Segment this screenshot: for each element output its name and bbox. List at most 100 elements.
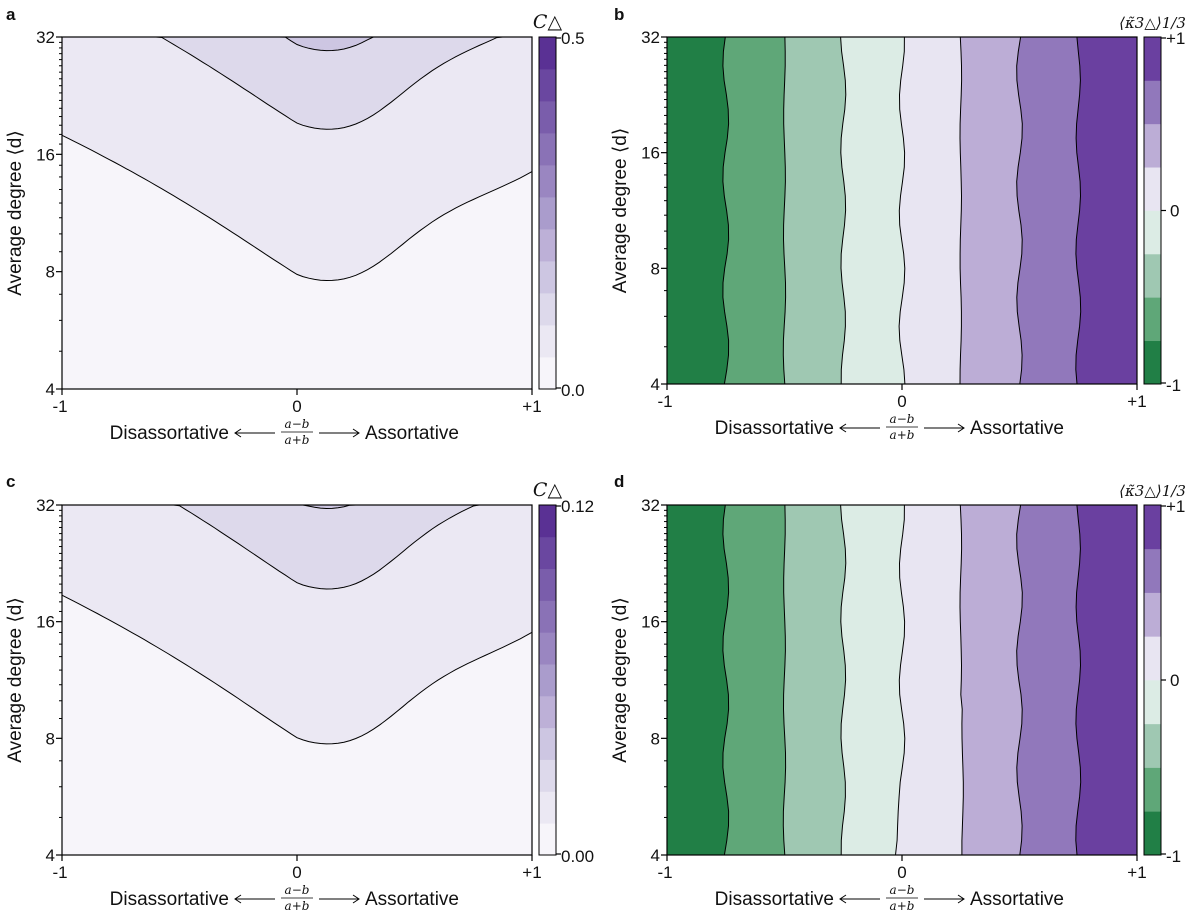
x-tick-label: 0: [897, 392, 906, 411]
arrow-head-left: [839, 894, 847, 904]
panel-d: -1 0 +1 4 8 16 32 Average degree ⟨d⟩ Disassortat…: [610, 472, 1186, 913]
x-axis-label-left: Disassortative: [110, 423, 229, 444]
band-fills: [667, 37, 1137, 384]
colorbar-min-label: 0.0: [561, 381, 585, 400]
band-level-6: [1016, 37, 1081, 384]
band-line-3: [898, 37, 906, 384]
y-tick-label: 4: [651, 846, 660, 865]
x-tick-label: -1: [657, 392, 672, 411]
colorbar-swatch: [1144, 680, 1161, 725]
colorbar-swatch: [539, 293, 556, 326]
y-tick-label: 4: [46, 846, 55, 865]
colorbar-swatch: [539, 727, 556, 760]
arrow-head-left: [839, 423, 847, 433]
y-tick-label: 16: [641, 144, 660, 163]
band-line-2: [840, 505, 847, 855]
contour-fills: [62, 505, 532, 855]
y-axis-label: Average degree ⟨d⟩: [610, 597, 631, 763]
x-tick-label: +1: [522, 397, 541, 416]
x-fraction-denominator: a+b: [890, 899, 915, 913]
contour-line-1: [62, 505, 532, 590]
band-line-2: [840, 37, 847, 384]
panel-letter: a: [6, 5, 16, 24]
colorbar-min-label: -1: [1166, 847, 1181, 866]
band-level-5: [960, 37, 1023, 384]
colorbar: +1 -1 0 ⟨κ̃3△⟩1/3: [1119, 14, 1186, 395]
band-line-4: [959, 37, 963, 384]
x-axis-label-right: Assortative: [970, 889, 1064, 910]
panel-c: -1 0 +1 4 8 16 32 Average degree ⟨d⟩ Disassortat…: [5, 472, 594, 913]
band-level-7: [1075, 37, 1137, 384]
band-line-0: [722, 505, 730, 855]
y-tick-label: 32: [36, 496, 55, 515]
arrow-head-left: [234, 894, 242, 904]
colorbar-swatch: [539, 69, 556, 102]
colorbar-swatch: [1144, 340, 1161, 385]
contour-line-2: [62, 37, 532, 52]
colorbar-swatch: [1144, 592, 1161, 637]
colorbar-frame: [538, 36, 557, 390]
colorbar-swatch: [1144, 167, 1161, 211]
band-line-6: [1075, 505, 1082, 855]
y-tick-label: 4: [46, 380, 55, 399]
arrow-head-right: [957, 423, 965, 433]
colorbar-swatch: [1144, 636, 1161, 681]
colorbar-mid-label: 0: [1170, 671, 1179, 690]
x-fraction-numerator: a−b: [285, 417, 310, 431]
colorbar-mid-label: 0: [1170, 202, 1179, 221]
x-axis-label-right: Assortative: [365, 423, 459, 444]
colorbar-swatch: [539, 536, 556, 570]
y-tick-label: 8: [46, 729, 55, 748]
x-tick-label: +1: [1127, 863, 1146, 882]
colorbar-swatch: [539, 791, 556, 824]
panel-a: -1 0 +1 4 8 16 32 Average degree ⟨d⟩ Disassortat…: [5, 5, 585, 447]
y-tick-label: 16: [641, 613, 660, 632]
x-fraction-numerator: a−b: [285, 883, 310, 897]
band-line-0: [722, 37, 730, 384]
y-axis-label: Average degree ⟨d⟩: [5, 130, 26, 296]
x-axis-label-right: Assortative: [365, 889, 459, 910]
x-tick-label: -1: [657, 863, 672, 882]
colorbar-swatch: [539, 759, 556, 792]
colorbar: 0.12 0.00 C△: [533, 479, 594, 866]
band-level-0: [667, 505, 729, 855]
colorbar-swatch: [1144, 548, 1161, 593]
colorbar: +1 -1 0 ⟨κ̃3△⟩1/3: [1119, 482, 1186, 866]
x-tick-label: 0: [292, 397, 301, 416]
y-axis-label: Average degree ⟨d⟩: [5, 597, 26, 763]
colorbar-swatch: [539, 165, 556, 198]
colorbar-swatch: [1144, 253, 1161, 298]
arrow-head-right: [352, 894, 360, 904]
band-level-5: [960, 505, 1023, 855]
colorbar-max-label: 0.5: [561, 29, 585, 48]
colorbar-swatch: [539, 229, 556, 262]
band-line-6: [1075, 37, 1082, 384]
band-line-3: [895, 505, 906, 855]
colorbar-swatch: [539, 197, 556, 230]
x-tick-label: 0: [292, 863, 301, 882]
colorbar-swatch: [539, 325, 556, 358]
colorbar-swatch: [539, 568, 556, 601]
colorbar-swatch: [539, 37, 556, 70]
band-level-3: [840, 37, 905, 384]
x-fraction-denominator: a+b: [285, 899, 310, 913]
colorbar-swatch: [539, 695, 556, 729]
colorbar-swatch: [539, 823, 556, 856]
y-tick-label: 8: [46, 263, 55, 282]
colorbar-swatch: [539, 600, 556, 633]
colorbar-min-label: -1: [1166, 376, 1181, 395]
colorbar-min-label: 0.00: [561, 847, 594, 866]
arrow-head-right: [957, 894, 965, 904]
colorbar-title: ⟨κ̃3△⟩1/3: [1119, 14, 1186, 32]
contour-line-0: [62, 594, 532, 745]
colorbar-swatch: [539, 261, 556, 294]
panel-letter: c: [6, 472, 15, 491]
colorbar-swatch: [1144, 123, 1161, 168]
y-tick-label: 32: [641, 28, 660, 47]
contour-level-3: [62, 37, 532, 51]
colorbar-swatch: [539, 664, 556, 697]
y-axis-label: Average degree ⟨d⟩: [610, 128, 631, 294]
colorbar-swatch: [539, 101, 556, 134]
band-level-2: [783, 505, 846, 855]
band-line-1: [782, 505, 787, 855]
